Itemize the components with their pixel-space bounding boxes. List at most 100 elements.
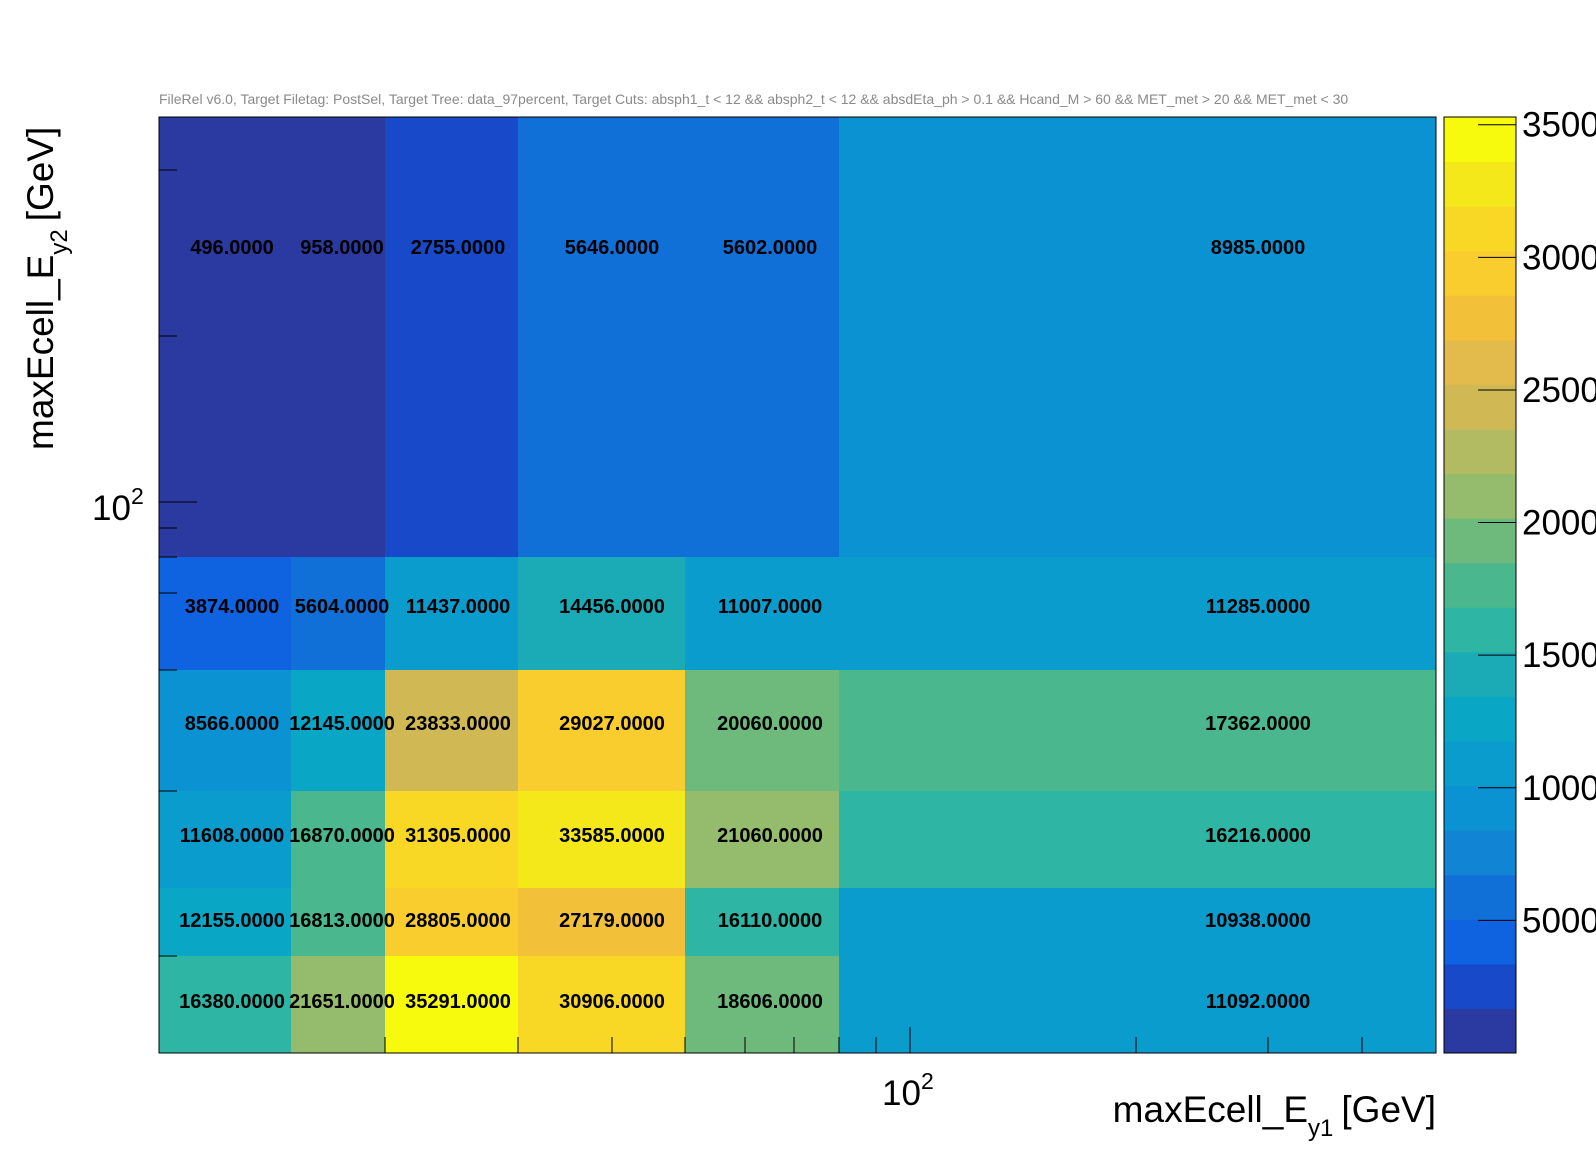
color-scale-segment: [1444, 117, 1516, 163]
cell-value-label: 8566.0000: [185, 713, 280, 735]
cell-value-label: 16870.0000: [289, 825, 395, 847]
y-axis-ticks: [159, 169, 197, 957]
heatmap-cell: [291, 956, 385, 1053]
heatmap-cell: [385, 557, 518, 670]
cell-value-label: 11007.0000: [718, 596, 823, 618]
color-scale-segment: [1444, 161, 1516, 207]
x-axis-ticks: [384, 1027, 1363, 1053]
color-scale-segment: [1444, 384, 1516, 430]
color-scale-segment: [1444, 562, 1516, 608]
heatmap-cell: [291, 670, 385, 791]
heatmap-cell: [839, 956, 1436, 1053]
heatmap-cell: [291, 557, 385, 670]
cell-value-label: 30906.0000: [559, 991, 665, 1013]
x-tick-label: 102: [882, 1068, 934, 1113]
color-scale-segment: [1444, 651, 1516, 697]
cell-value-label: 11437.0000: [406, 596, 511, 618]
heatmap-cell: [159, 557, 291, 670]
heatmap-cell: [685, 888, 839, 956]
cell-value-label: 8985.0000: [1211, 237, 1306, 259]
y-tick-label: 102: [92, 483, 144, 528]
heatmap-cell: [385, 888, 518, 956]
heatmap-cells: [159, 117, 1436, 1053]
heatmap-cell: [159, 117, 291, 557]
color-scale-segment: [1444, 963, 1516, 1009]
color-scale-frame: [1443, 116, 1517, 1054]
cell-value-label: 21651.0000: [289, 991, 395, 1013]
heatmap-cell: [518, 888, 685, 956]
cell-value-label: 16380.0000: [179, 991, 285, 1013]
cell-value-label: 35291.0000: [405, 991, 511, 1013]
color-scale-segment: [1444, 830, 1516, 876]
color-scale-segment: [1444, 250, 1516, 296]
color-scale-label: 35000: [1522, 106, 1596, 145]
color-scale-segment: [1444, 206, 1516, 252]
heatmap-cell: [518, 791, 685, 888]
color-scale-label: 20000: [1522, 504, 1596, 543]
color-scale-label: 5000: [1522, 901, 1596, 940]
heatmap-cell: [385, 117, 518, 557]
cell-value-label: 33585.0000: [559, 825, 665, 847]
chart-subtitle: FileRel v6.0, Target Filetag: PostSel, T…: [159, 91, 1348, 107]
color-scale-label: 30000: [1522, 238, 1596, 277]
color-scale-segment: [1444, 874, 1516, 920]
heatmap-cell: [159, 956, 291, 1053]
color-scale-label: 25000: [1522, 371, 1596, 410]
cell-value-label: 16216.0000: [1205, 825, 1311, 847]
cell-value-label: 18606.0000: [717, 991, 823, 1013]
heatmap-cell: [159, 888, 291, 956]
plot-frame: [158, 116, 1437, 1054]
color-scale-segment: [1444, 607, 1516, 653]
cell-value-label: 496.0000: [190, 237, 273, 259]
color-scale-segment: [1444, 696, 1516, 742]
cell-value-label: 11608.0000: [180, 825, 285, 847]
cell-value-label: 14456.0000: [559, 596, 665, 618]
cell-value-label: 20060.0000: [717, 713, 823, 735]
heatmap-cell: [685, 956, 839, 1053]
cell-value-label: 5646.0000: [565, 237, 660, 259]
heatmap-cell: [159, 791, 291, 888]
heatmap-cell: [518, 670, 685, 791]
heatmap-cell: [839, 670, 1436, 791]
heatmap-cell: [518, 956, 685, 1053]
cell-value-label: 16110.0000: [718, 910, 823, 932]
heatmap-cell-labels: 16380.0000 21651.0000 35291.0000 30906.0000…: [179, 237, 1311, 1013]
heatmap-cell: [159, 670, 291, 791]
color-scale-segment: [1444, 785, 1516, 831]
heatmap-cell: [839, 117, 1436, 557]
heatmap-cell: [685, 557, 839, 670]
cell-value-label: 27179.0000: [559, 910, 665, 932]
heatmap-cell: [518, 117, 685, 557]
cell-value-label: 5602.0000: [723, 237, 818, 259]
cell-value-label: 5604.0000: [295, 596, 390, 618]
color-scale-segment: [1444, 1008, 1516, 1054]
heatmap-cell: [685, 670, 839, 791]
color-scale-label: 15000: [1522, 636, 1596, 675]
heatmap-cell: [385, 791, 518, 888]
heatmap-cell: [685, 117, 839, 557]
color-scale-labels: 5000 10000 15000 20000 25000 30000 35000: [1478, 106, 1596, 940]
color-scale-segment: [1444, 429, 1516, 475]
cell-value-label: 2755.0000: [411, 237, 506, 259]
cell-value-label: 31305.0000: [405, 825, 511, 847]
x-axis-title: maxEcell_Ey1 [GeV]: [1113, 1089, 1436, 1142]
color-scale-segment: [1444, 473, 1516, 519]
cell-value-label: 10938.0000: [1205, 910, 1311, 932]
color-scale-segment: [1444, 741, 1516, 787]
heatmap-cell: [839, 888, 1436, 956]
heatmap-cell: [291, 791, 385, 888]
cell-value-label: 958.0000: [300, 237, 383, 259]
heatmap-cell: [685, 791, 839, 888]
cell-value-label: 23833.0000: [405, 713, 511, 735]
y-axis-title: maxEcell_Ey2[GeV]: [20, 127, 73, 450]
color-scale-segment: [1444, 295, 1516, 341]
cell-value-label: 28805.0000: [405, 910, 511, 932]
cell-value-label: 12145.0000: [289, 713, 395, 735]
color-scale-segment: [1444, 518, 1516, 564]
cell-value-label: 29027.0000: [559, 713, 665, 735]
color-scale-bar: [1443, 116, 1517, 1054]
color-scale-label: 10000: [1522, 769, 1596, 808]
cell-value-label: 11285.0000: [1206, 596, 1311, 618]
color-scale-segment: [1444, 339, 1516, 385]
